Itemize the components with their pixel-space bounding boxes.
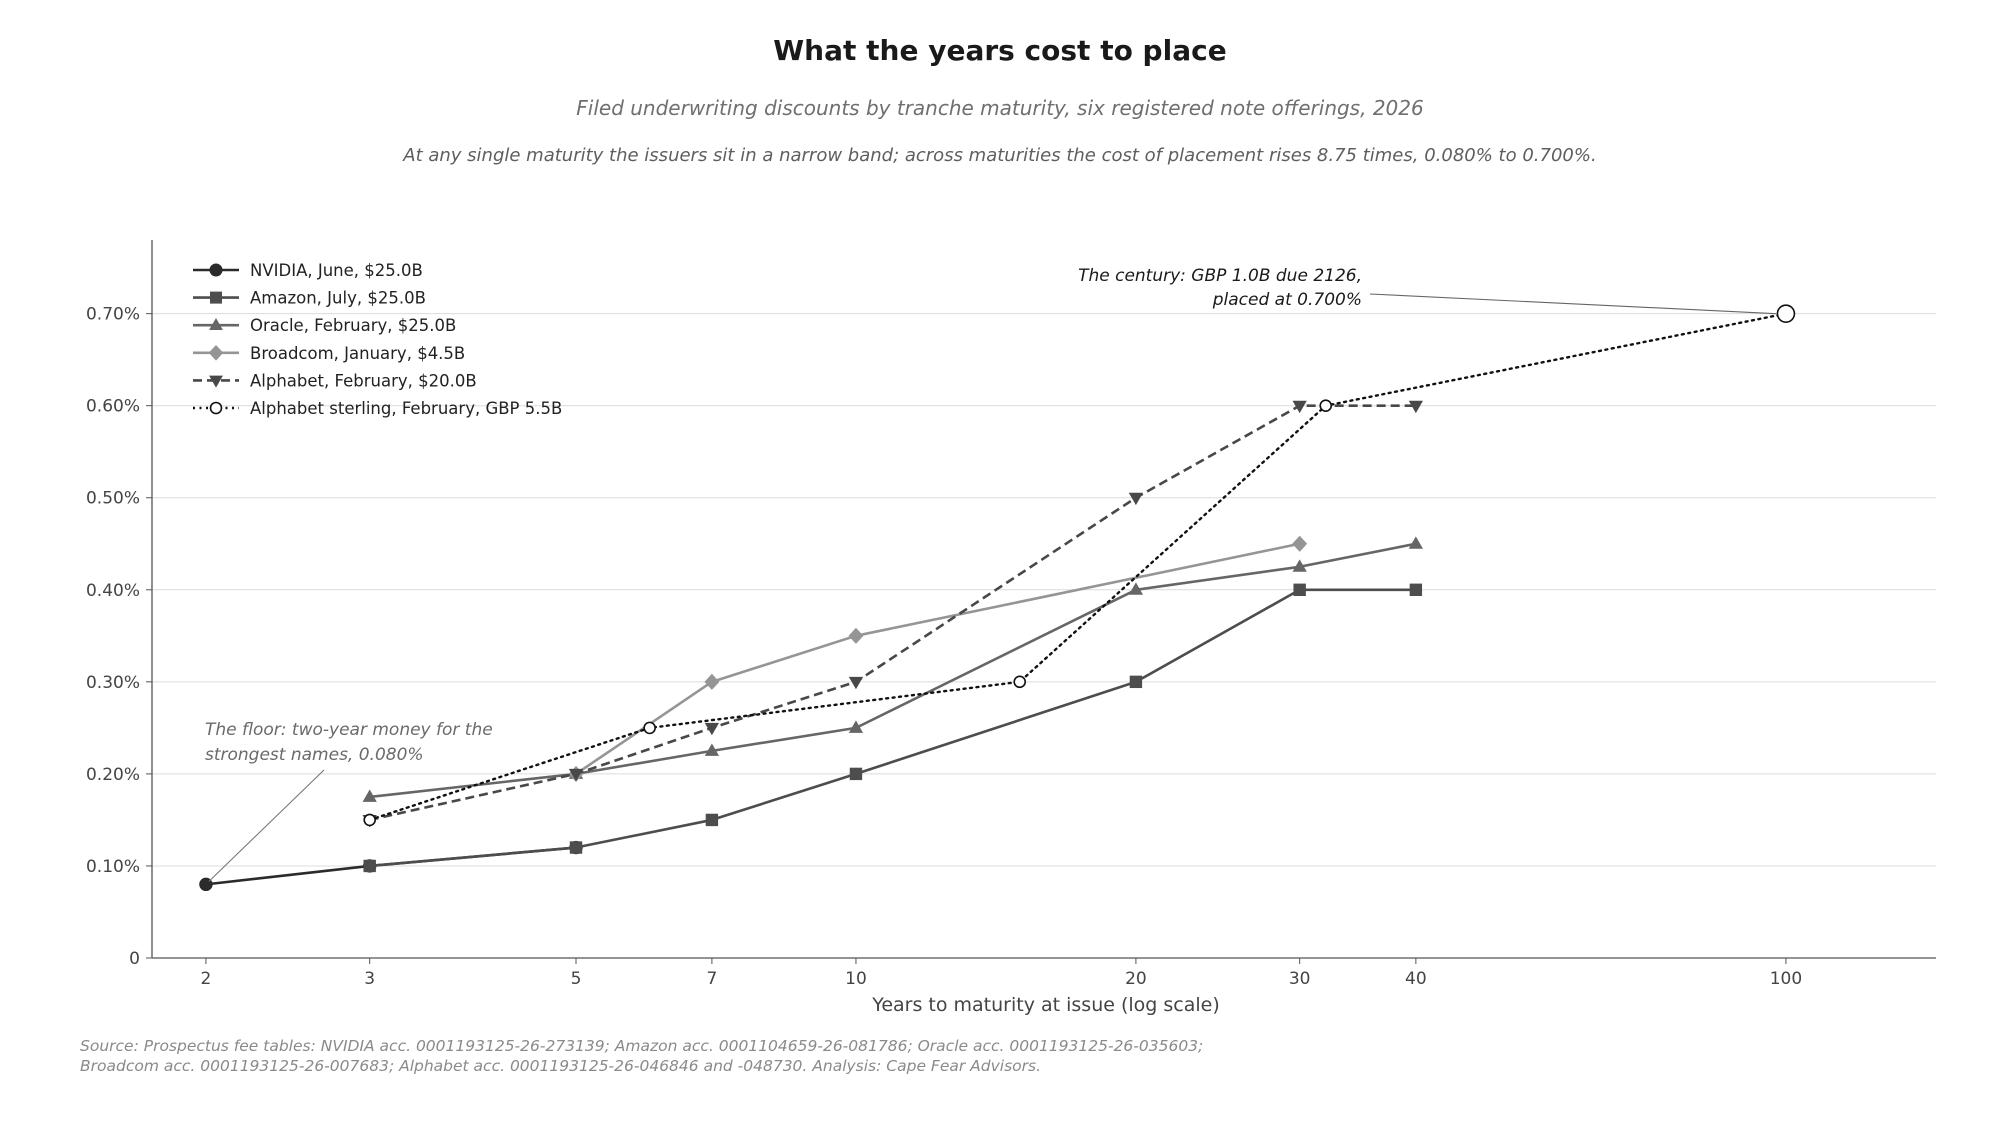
data-point: [1128, 492, 1144, 506]
legend-label: Alphabet sterling, February, GBP 5.5B: [250, 399, 562, 418]
data-point: [362, 789, 377, 802]
x-tick-label: 10: [845, 969, 867, 989]
chart-takeaway: At any single maturity the issuers sit i…: [403, 145, 1597, 166]
y-tick-label: 0.30%: [86, 673, 140, 693]
data-point: [1013, 675, 1027, 689]
x-tick-label: 2: [201, 969, 212, 989]
legend-marker: [209, 375, 223, 388]
annotation-floor-leader: [208, 769, 325, 882]
legend-item-broadcom-january-4-5b: Broadcom, January, $4.5B: [193, 344, 465, 363]
x-axis-title: Years to maturity at issue (log scale): [871, 994, 1220, 1016]
data-point: [848, 720, 864, 733]
series-line: [369, 542, 1417, 799]
legend-item-amazon-july-25-0b: Amazon, July, $25.0B: [193, 289, 426, 308]
series-alphabet-sterling-february-gbp-5-5b: [363, 304, 1796, 827]
x-tick-label: 100: [1770, 969, 1802, 989]
legend-marker: [208, 345, 224, 361]
data-point: [1292, 559, 1307, 572]
gridlines: [152, 313, 1936, 867]
data-point: [643, 721, 656, 735]
annotation-century-line-2: placed at 0.700%: [1212, 290, 1362, 310]
legend-label: Alphabet, February, $20.0B: [250, 371, 477, 390]
x-tick-label: 3: [364, 969, 375, 989]
data-point: [1129, 675, 1143, 689]
series-amazon-july-25-0b: [363, 583, 1423, 873]
data-point: [1776, 304, 1796, 323]
legend-marker: [209, 318, 223, 330]
annotation-floor-line-1: The floor: two-year money for the: [205, 720, 493, 740]
data-point: [568, 768, 584, 782]
annotations: The floor: two-year money for the stronge…: [205, 266, 1776, 882]
x-tick-label: 5: [571, 969, 582, 989]
annotation-century-leader: [1369, 293, 1776, 315]
data-point: [1319, 399, 1333, 412]
x-tick-label: 40: [1405, 969, 1427, 989]
data-point: [1292, 535, 1308, 552]
y-tick-label: 0.20%: [86, 765, 140, 785]
x-tick-label: 30: [1289, 969, 1311, 989]
annotation-century-line-1: The century: GBP 1.0B due 2126,: [1078, 266, 1362, 286]
data-point: [1408, 536, 1423, 549]
series-line: [369, 588, 1416, 868]
data-point: [1409, 583, 1423, 596]
y-tick-label: 0.50%: [86, 489, 140, 509]
legend-item-nvidia-june-25-0b: NVIDIA, June, $25.0B: [193, 261, 423, 280]
legend-marker: [209, 263, 223, 277]
annotation-floor-line-2: strongest names, 0.080%: [205, 745, 424, 765]
series-broadcom-january-4-5b: [568, 535, 1308, 782]
data-point: [1293, 583, 1306, 596]
series-alphabet-february-20-0b: [362, 400, 1423, 828]
legend: NVIDIA, June, $25.0B Amazon, July, $25.0B…: [193, 261, 562, 418]
legend-marker: [210, 291, 222, 304]
legend-item-oracle-february-25-0b: Oracle, February, $25.0B: [193, 316, 456, 335]
y-tick-label: 0.40%: [86, 581, 140, 601]
data-point: [848, 627, 864, 644]
series-line: [575, 542, 1300, 775]
data-point: [849, 767, 863, 781]
data-point: [1292, 400, 1307, 414]
chart-title: What the years cost to place: [773, 34, 1227, 67]
series-line: [368, 312, 1788, 822]
data-point: [704, 722, 720, 736]
legend-item-alphabet-sterling-february-gbp-5-5b: Alphabet sterling, February, GBP 5.5B: [193, 399, 562, 418]
data-point: [704, 743, 720, 756]
source-note: Source: Prospectus fee tables: NVIDIA ac…: [80, 1036, 1580, 1076]
legend-marker: [209, 401, 223, 415]
data-point: [569, 841, 583, 854]
chart-subtitle: Filed underwriting discounts by tranche …: [576, 96, 1424, 120]
y-tick-label: 0.70%: [86, 305, 140, 325]
axes: 0 0.10% 0.20% 0.30% 0.40% 0.50% 0.60% 0.70% 2 3 5 7…: [86, 240, 1936, 1016]
legend-label: Amazon, July, $25.0B: [250, 289, 426, 308]
legend-item-alphabet-february-20-0b: Alphabet, February, $20.0B: [193, 371, 477, 390]
source-line-1: Source: Prospectus fee tables: NVIDIA ac…: [80, 1037, 1204, 1055]
y-tick-label: 0: [129, 949, 140, 969]
data-point: [705, 813, 719, 827]
x-tick-label: 20: [1125, 969, 1147, 989]
series-group: [199, 304, 1796, 892]
legend-label: NVIDIA, June, $25.0B: [250, 261, 423, 280]
data-point: [704, 673, 720, 690]
data-point: [848, 676, 864, 690]
x-tick-label: 7: [706, 969, 717, 989]
legend-label: Oracle, February, $25.0B: [250, 316, 456, 335]
data-point: [363, 813, 376, 827]
source-line-2: Broadcom acc. 0001193125-26-007683; Alph…: [80, 1057, 1042, 1075]
y-tick-label: 0.60%: [86, 397, 140, 417]
data-point: [363, 859, 376, 873]
legend-label: Broadcom, January, $4.5B: [250, 344, 465, 363]
data-point: [1408, 400, 1423, 414]
data-point: [1128, 582, 1144, 595]
y-tick-label: 0.10%: [86, 857, 140, 877]
